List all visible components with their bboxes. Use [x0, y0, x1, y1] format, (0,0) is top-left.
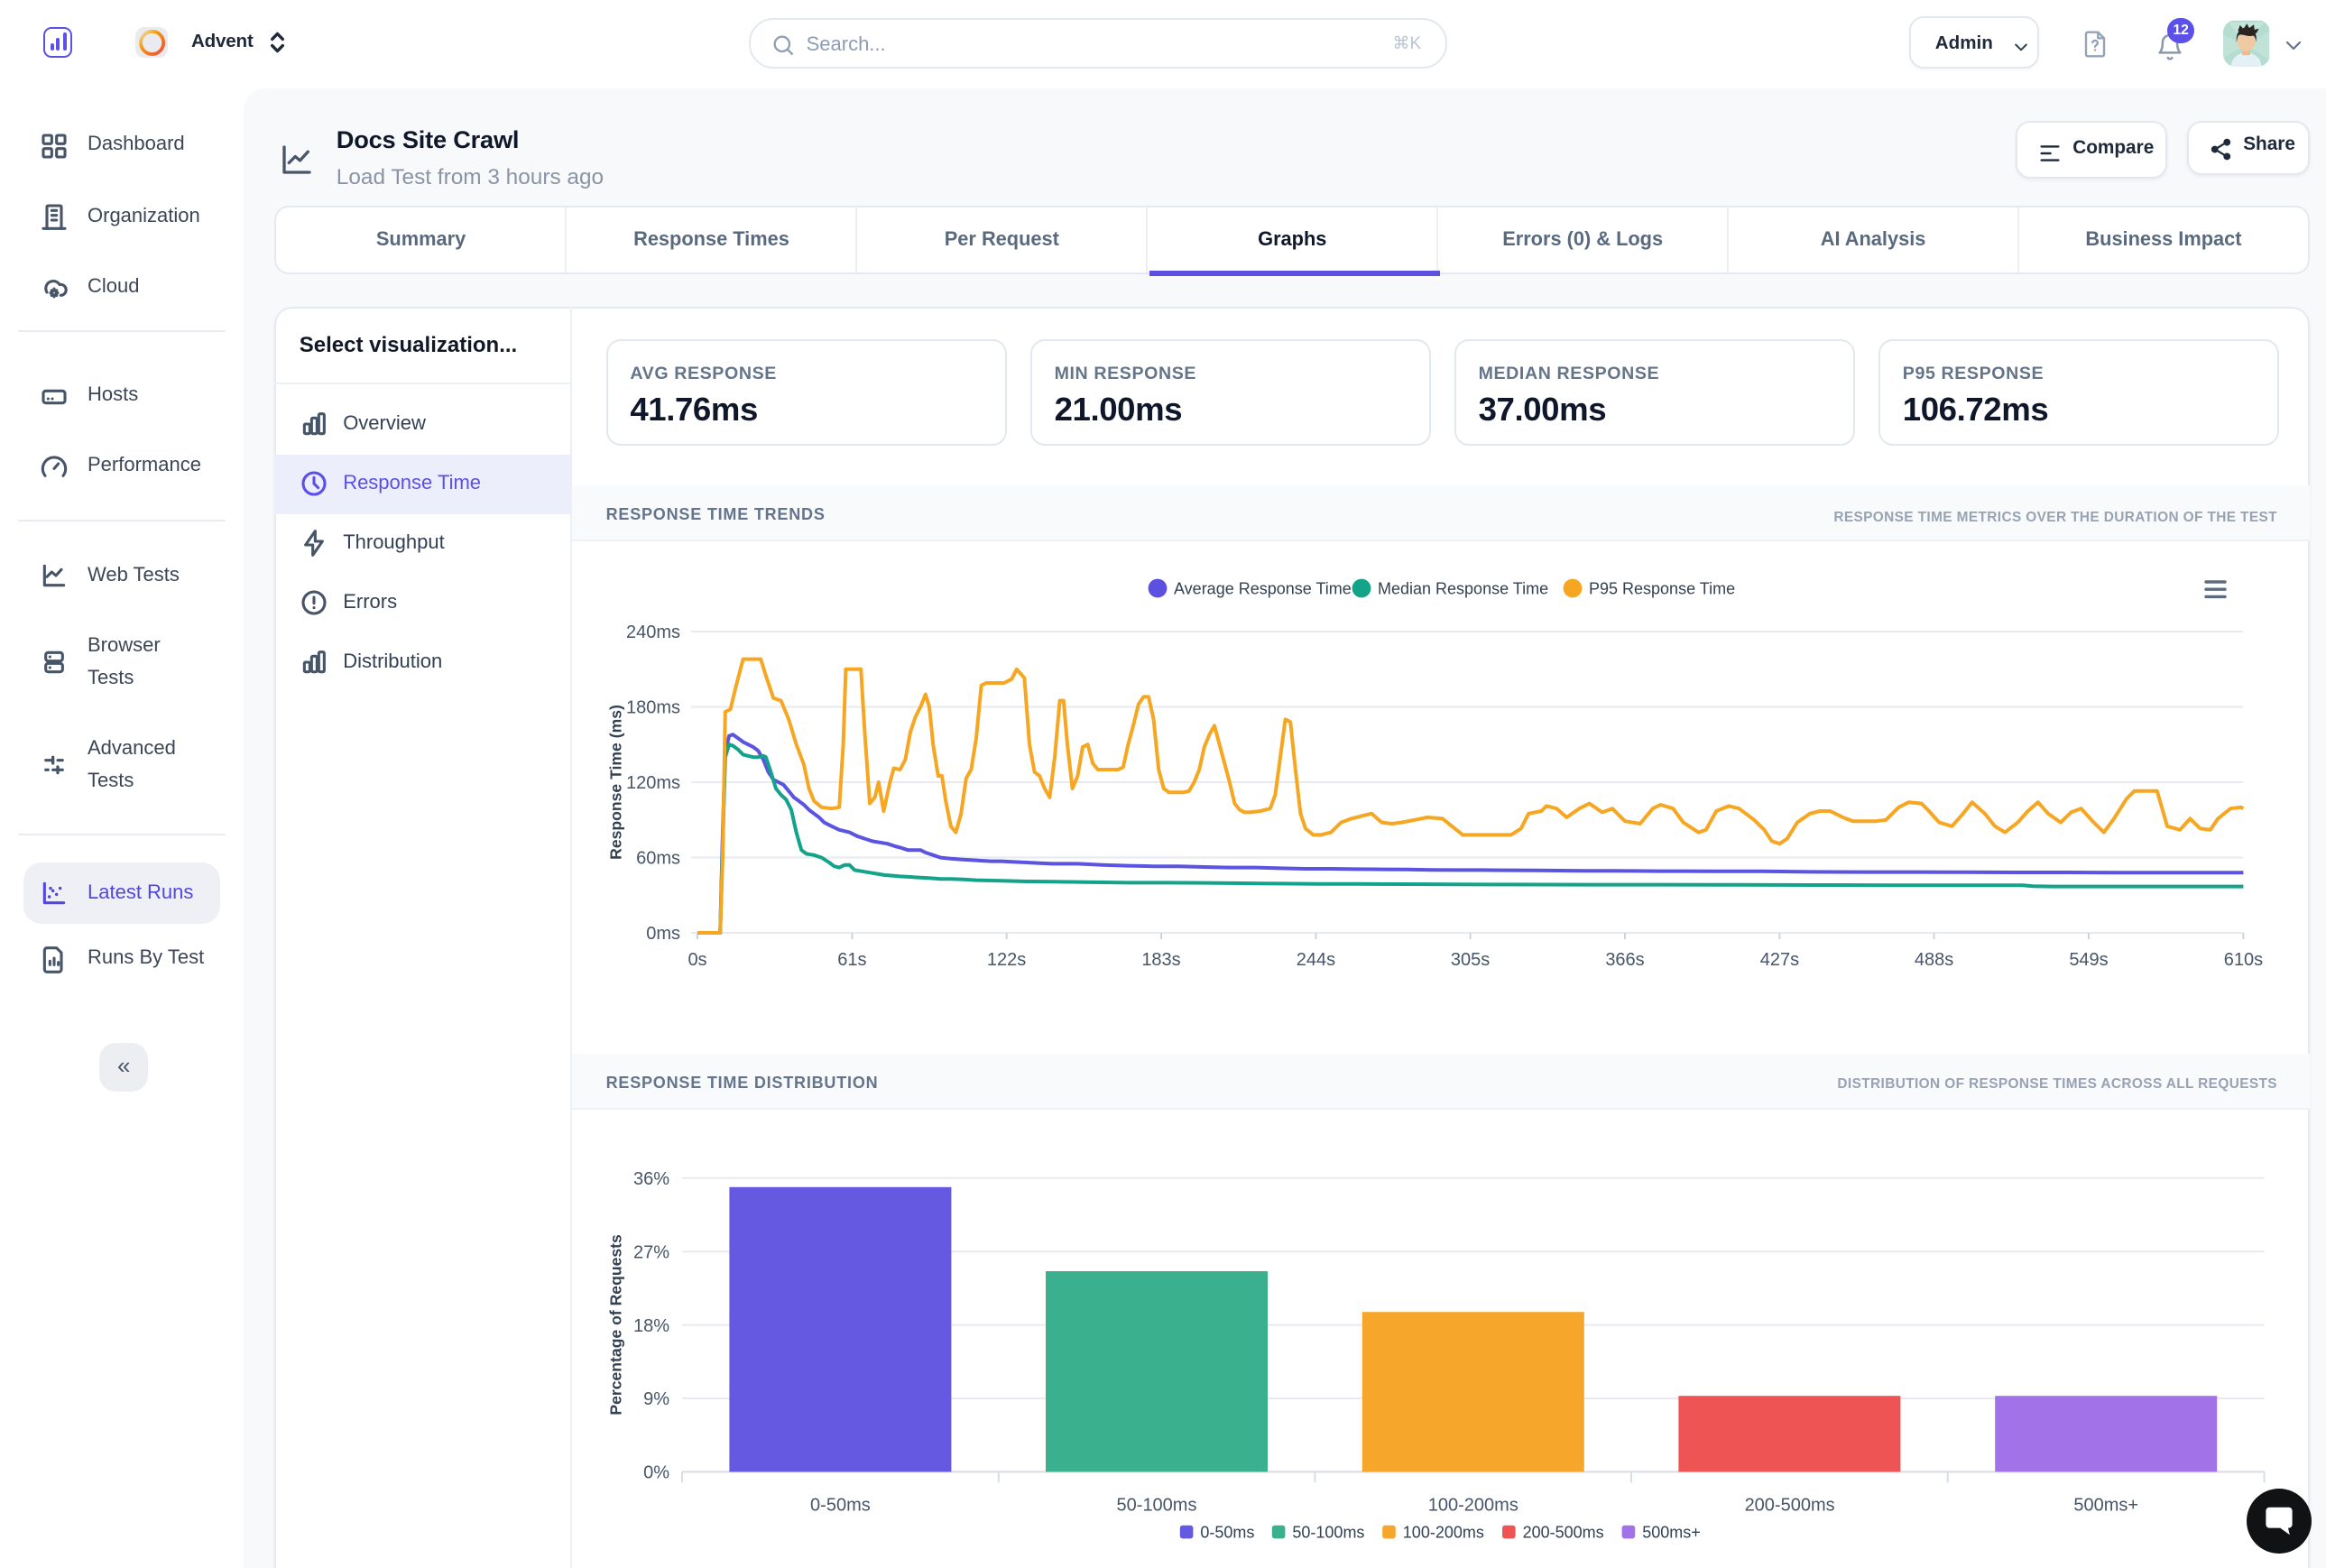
svg-text:610s: 610s	[2224, 950, 2263, 970]
svg-text:61s: 61s	[837, 950, 866, 970]
svg-text:200-500ms: 200-500ms	[1745, 1496, 1835, 1516]
svg-text:18%: 18%	[633, 1316, 669, 1336]
svg-text:180ms: 180ms	[626, 698, 680, 718]
svg-text:Percentage of Requests: Percentage of Requests	[606, 1234, 624, 1416]
svg-text:9%: 9%	[643, 1389, 669, 1409]
svg-text:305s: 305s	[1451, 950, 1490, 970]
svg-text:0s: 0s	[688, 950, 706, 970]
svg-text:0-50ms: 0-50ms	[810, 1496, 871, 1516]
svg-text:500ms+: 500ms+	[1642, 1524, 1701, 1542]
svg-text:50-100ms: 50-100ms	[1117, 1496, 1197, 1516]
svg-text:427s: 427s	[1760, 950, 1799, 970]
svg-text:100-200ms: 100-200ms	[1403, 1524, 1484, 1542]
svg-text:P95 Response Time: P95 Response Time	[1589, 580, 1735, 598]
svg-text:244s: 244s	[1297, 950, 1335, 970]
svg-text:Response Time (ms): Response Time (ms)	[606, 705, 624, 860]
svg-text:36%: 36%	[633, 1169, 669, 1189]
svg-text:50-100ms: 50-100ms	[1292, 1524, 1364, 1542]
svg-text:200-500ms: 200-500ms	[1523, 1524, 1604, 1542]
svg-text:Average Response Time: Average Response Time	[1174, 580, 1352, 598]
svg-text:100-200ms: 100-200ms	[1428, 1496, 1518, 1516]
svg-text:0-50ms: 0-50ms	[1200, 1524, 1254, 1542]
svg-text:500ms+: 500ms+	[2073, 1496, 2138, 1516]
svg-text:60ms: 60ms	[636, 849, 680, 869]
svg-text:183s: 183s	[1141, 950, 1180, 970]
svg-text:0ms: 0ms	[646, 924, 680, 944]
svg-text:120ms: 120ms	[626, 773, 680, 793]
svg-text:122s: 122s	[987, 950, 1026, 970]
svg-text:27%: 27%	[633, 1242, 669, 1262]
svg-text:549s: 549s	[2069, 950, 2108, 970]
svg-text:240ms: 240ms	[626, 623, 680, 642]
svg-text:366s: 366s	[1605, 950, 1644, 970]
svg-text:0%: 0%	[643, 1463, 669, 1483]
svg-text:488s: 488s	[1915, 950, 1953, 970]
svg-text:Median Response Time: Median Response Time	[1378, 580, 1548, 598]
